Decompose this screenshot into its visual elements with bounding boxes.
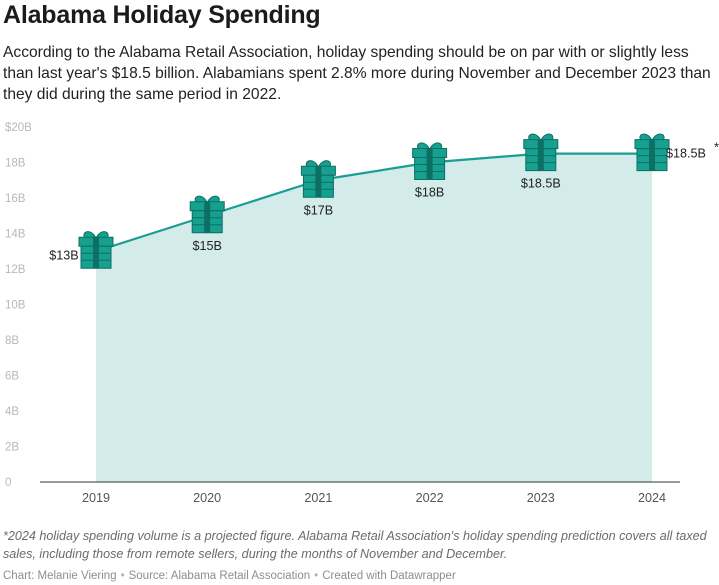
y-tick-label: 18B xyxy=(5,158,26,170)
y-tick-label: 8B xyxy=(5,335,19,347)
credit-author: Chart: Melanie Viering xyxy=(3,570,117,582)
y-tick-label: 4B xyxy=(5,406,19,418)
x-tick-label: 2019 xyxy=(82,491,110,505)
data-label: $13B xyxy=(49,248,78,262)
y-tick-label: 14B xyxy=(5,229,26,241)
data-label: $18B xyxy=(415,186,444,200)
gift-icon xyxy=(300,160,336,198)
footnote: *2024 holiday spending volume is a proje… xyxy=(3,529,707,561)
credit-separator: • xyxy=(120,570,125,582)
gift-icon xyxy=(189,195,225,234)
credit-source: Source: Alabama Retail Association xyxy=(128,570,311,582)
area-chart: 0 2B 4B 6B 8B 10B 12B 14B 16B 18B $20B 2019 2020 202… xyxy=(5,122,719,505)
annotation-marker: * xyxy=(714,140,719,155)
data-label: $18.5B xyxy=(521,177,561,191)
series-line xyxy=(95,152,652,253)
y-tick-label: 0 xyxy=(5,477,11,489)
y-tick-label: 10B xyxy=(5,300,26,312)
x-tick-label: 2024 xyxy=(638,491,666,505)
chart-series xyxy=(40,133,680,483)
gift-icon xyxy=(78,231,114,269)
gift-icon xyxy=(523,133,559,172)
credit-tool: Created with Datawrapper xyxy=(322,570,456,582)
gift-icon xyxy=(412,142,448,180)
gift-icon xyxy=(634,133,670,172)
x-tick-label: 2020 xyxy=(193,491,221,505)
x-tick-label: 2022 xyxy=(416,491,444,505)
data-labels: $13B $15B $17B $18B $18.5B $18.5B * xyxy=(49,140,719,263)
chart-subtitle: According to the Alabama Retail Associat… xyxy=(3,44,711,103)
x-tick-label: 2023 xyxy=(527,491,555,505)
credit-separator: • xyxy=(314,570,319,582)
y-axis: 0 2B 4B 6B 8B 10B 12B 14B 16B 18B $20B xyxy=(5,122,32,489)
y-tick-label: 12B xyxy=(5,264,26,276)
credits: Chart: Melanie Viering • Source: Alabama R… xyxy=(3,570,456,582)
data-label: $15B xyxy=(192,239,221,253)
area-fill xyxy=(96,153,652,482)
x-axis: 2019 2020 2021 2022 2023 2024 xyxy=(82,491,666,505)
data-label: $17B xyxy=(304,203,333,217)
x-tick-label: 2021 xyxy=(304,491,332,505)
y-tick-label: $20B xyxy=(5,122,32,134)
y-tick-label: 16B xyxy=(5,193,26,205)
chart-title: Alabama Holiday Spending xyxy=(3,1,321,29)
data-label: $18.5B xyxy=(666,147,706,161)
y-tick-label: 2B xyxy=(5,442,19,454)
y-tick-label: 6B xyxy=(5,371,19,383)
